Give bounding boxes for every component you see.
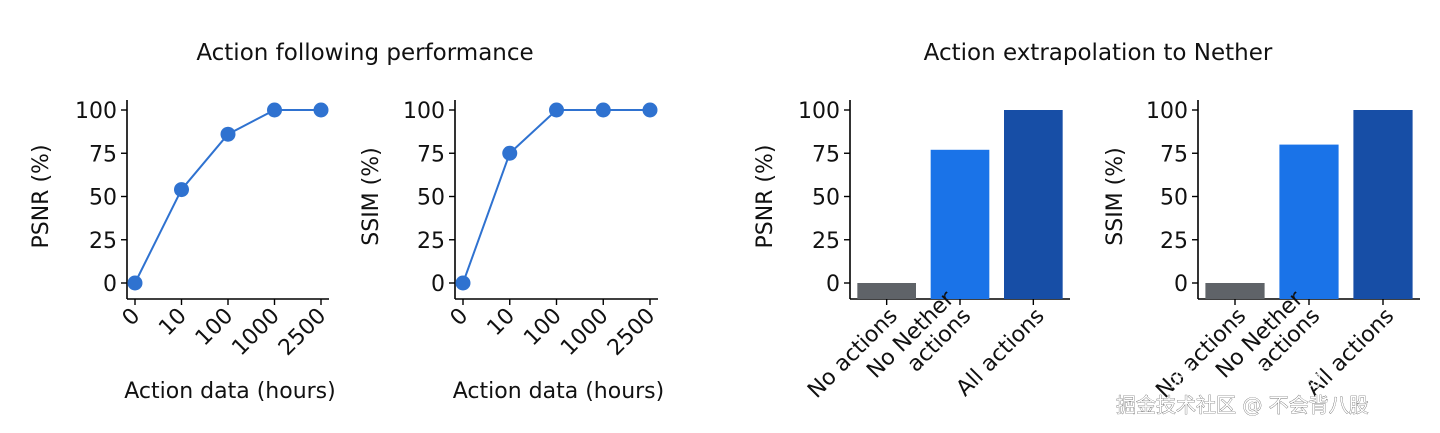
x-tick-label: 0 bbox=[118, 304, 146, 332]
bar bbox=[857, 283, 916, 299]
y-tick-label: 50 bbox=[1160, 186, 1188, 211]
y-tick-label: 25 bbox=[89, 229, 117, 254]
data-point bbox=[595, 102, 611, 118]
y-tick-label: 100 bbox=[403, 99, 445, 124]
y-tick-label: 25 bbox=[812, 229, 840, 254]
y-tick-label: 0 bbox=[431, 272, 445, 297]
bar bbox=[1205, 283, 1265, 299]
data-point bbox=[549, 102, 564, 118]
bar bbox=[930, 149, 990, 299]
y-tick-label: 25 bbox=[417, 229, 445, 254]
x-tick-label: 2500 bbox=[603, 304, 660, 361]
y-axis-label: PSNR (%) bbox=[29, 144, 54, 248]
juejin-watermark: 掘金技术社区 @ 不会背八股 bbox=[1116, 393, 1369, 417]
y-tick-label: 50 bbox=[812, 186, 840, 211]
x-axis-label: Action data (hours) bbox=[453, 379, 664, 404]
y-tick-label: 75 bbox=[1160, 142, 1188, 167]
data-point bbox=[502, 145, 518, 161]
y-tick-label: 75 bbox=[89, 142, 117, 167]
bar bbox=[1353, 110, 1413, 299]
y-tick-label: 50 bbox=[89, 186, 117, 211]
y-tick-label: 25 bbox=[1160, 229, 1188, 254]
data-point bbox=[220, 126, 236, 142]
x-tick-label: 1000 bbox=[227, 304, 284, 361]
data-point bbox=[313, 102, 329, 118]
data-point bbox=[174, 182, 189, 198]
bar bbox=[1279, 144, 1339, 299]
y-tick-label: 75 bbox=[812, 142, 840, 167]
x-axis-label: Action data (hours) bbox=[124, 379, 335, 404]
group-title-action-following: Action following performance bbox=[196, 40, 533, 66]
y-tick-label: 0 bbox=[826, 272, 840, 297]
y-tick-label: 100 bbox=[75, 99, 117, 124]
y-tick-label: 100 bbox=[798, 99, 840, 124]
y-tick-label: 100 bbox=[1146, 99, 1188, 124]
group-title-nether-extrapolation: Action extrapolation to Nether bbox=[924, 40, 1273, 66]
data-point bbox=[267, 102, 282, 118]
y-axis-label: SSIM (%) bbox=[359, 147, 384, 245]
y-tick-label: 0 bbox=[1174, 272, 1188, 297]
y-axis-label: PSNR (%) bbox=[753, 144, 778, 248]
y-axis-label: SSIM (%) bbox=[1103, 147, 1128, 245]
bar bbox=[1004, 110, 1063, 299]
x-tick-label: 10 bbox=[154, 304, 191, 341]
series-line bbox=[462, 109, 650, 284]
x-tick-label: 1000 bbox=[556, 304, 613, 361]
zhihu-watermark: 知乎 @闫舒畅 bbox=[1170, 364, 1322, 392]
x-tick-label: 10 bbox=[483, 304, 520, 341]
y-tick-label: 75 bbox=[417, 142, 445, 167]
data-point bbox=[455, 275, 471, 291]
y-tick-label: 50 bbox=[417, 186, 445, 211]
data-point bbox=[642, 102, 658, 118]
x-tick-label: 0 bbox=[446, 304, 474, 332]
data-point bbox=[127, 275, 143, 291]
y-tick-label: 0 bbox=[103, 272, 117, 297]
x-tick-label: 2500 bbox=[274, 304, 331, 361]
